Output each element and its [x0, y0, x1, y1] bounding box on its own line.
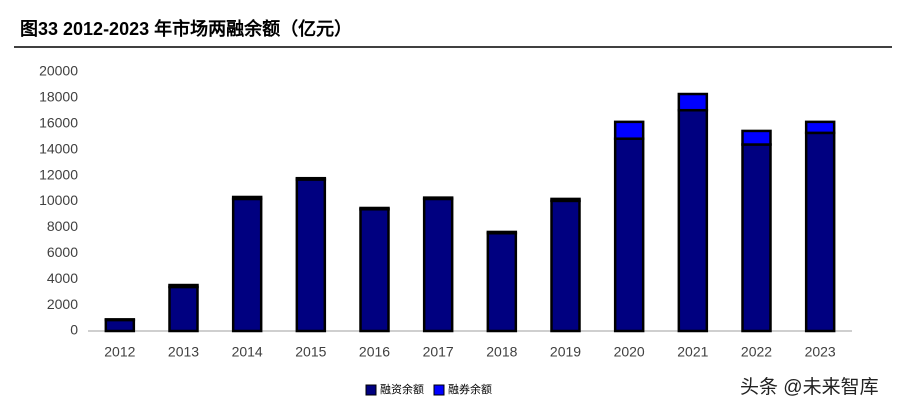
y-tick-label: 20000 — [39, 63, 78, 79]
y-tick-label: 12000 — [39, 166, 78, 182]
bar-segment — [231, 197, 263, 333]
bar-segment — [359, 208, 390, 333]
bar-segment — [613, 120, 645, 140]
legend-swatch — [365, 384, 377, 396]
y-tick-label: 10000 — [39, 192, 78, 208]
x-tick-label: 2017 — [423, 344, 454, 360]
bar-segment — [295, 176, 327, 181]
bar-segment — [231, 195, 263, 201]
y-tick-label: 6000 — [47, 244, 78, 260]
bar-segment — [168, 285, 199, 333]
x-tick-label: 2023 — [805, 344, 836, 360]
legend-label: 融资余额 — [380, 382, 424, 396]
bar-segment — [359, 206, 390, 211]
legend-swatch — [433, 384, 445, 396]
y-tick-label: 8000 — [47, 218, 78, 234]
bar-segment — [741, 129, 772, 146]
bar-segment — [741, 143, 772, 333]
x-tick-label: 2013 — [168, 344, 199, 360]
x-tick-label: 2022 — [741, 344, 772, 360]
bar-segment — [168, 283, 199, 289]
y-tick-label: 18000 — [39, 89, 78, 105]
bar-segment — [422, 197, 454, 333]
bar-segment — [486, 231, 518, 333]
bar-segment — [295, 178, 327, 333]
x-tick-label: 2018 — [486, 344, 517, 360]
x-tick-label: 2015 — [295, 344, 326, 360]
x-tick-label: 2020 — [614, 344, 645, 360]
y-tick-label: 4000 — [47, 270, 78, 286]
y-tick-label: 2000 — [47, 296, 78, 312]
y-tick-label: 0 — [70, 322, 78, 338]
watermark: 头条 @未来智库 — [740, 376, 879, 398]
bar-segment — [550, 197, 581, 203]
x-tick-label: 2012 — [104, 344, 135, 360]
bar-segment — [422, 196, 454, 201]
x-tick-label: 2021 — [677, 344, 708, 360]
bar-segment — [677, 108, 709, 333]
bar-segment — [104, 318, 136, 333]
x-tick-label: 2019 — [550, 344, 581, 360]
bar-segment — [677, 92, 709, 112]
bar-segment — [550, 199, 581, 333]
legend-label: 融券余额 — [448, 382, 492, 396]
x-tick-label: 2016 — [359, 344, 390, 360]
x-tick-label: 2014 — [232, 344, 263, 360]
bar-segment — [804, 131, 836, 333]
bar-segment — [104, 318, 136, 322]
y-tick-label: 16000 — [39, 115, 78, 131]
bar-segment — [486, 230, 518, 235]
y-tick-label: 14000 — [39, 140, 78, 156]
chart-title: 图33 2012-2023 年市场两融余额（亿元） — [20, 18, 352, 39]
bar-segment — [804, 120, 836, 135]
bar-segment — [613, 137, 645, 333]
